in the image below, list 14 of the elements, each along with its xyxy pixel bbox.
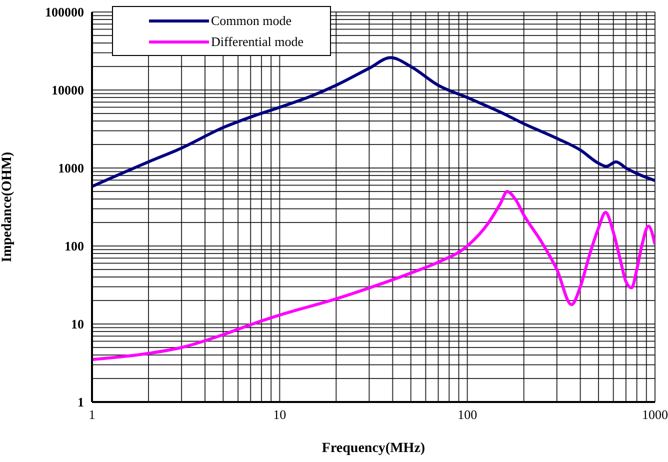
y-tick-label: 1000 bbox=[58, 160, 84, 176]
x-tick-label: 1 bbox=[88, 407, 96, 422]
legend-label: Differential mode bbox=[211, 34, 304, 50]
x-tick-label: 10 bbox=[273, 407, 286, 422]
x-tick-label: 100 bbox=[458, 407, 478, 422]
y-tick-label: 10000 bbox=[52, 82, 84, 98]
y-tick-label: 100000 bbox=[45, 4, 84, 20]
x-tick-label: 1000 bbox=[642, 407, 668, 422]
y-tick-label: 10 bbox=[71, 316, 84, 332]
y-tick-label: 1 bbox=[78, 394, 84, 410]
legend-label: Common mode bbox=[211, 12, 292, 28]
y-tick-label: 100 bbox=[64, 238, 84, 254]
y-axis-title: Impedance(OHM) bbox=[0, 151, 15, 262]
x-axis-title: Frequency(MHz) bbox=[322, 441, 426, 456]
